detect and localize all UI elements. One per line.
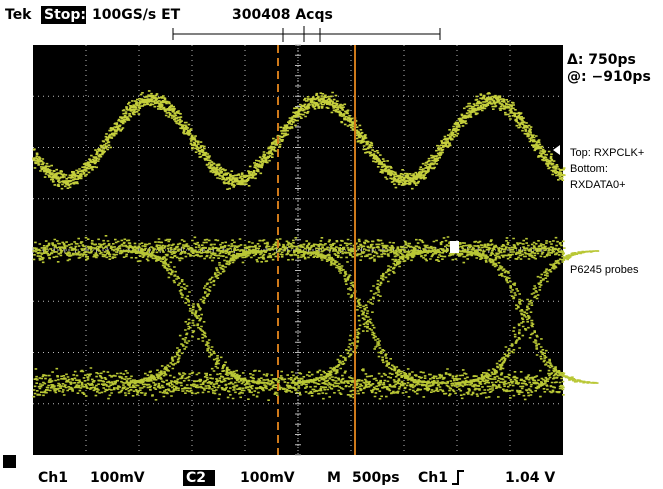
position-readout: @: −910ps: [567, 69, 651, 85]
state: Stop:: [44, 7, 86, 23]
timebase-label: M: [327, 470, 341, 486]
brand: Tek: [5, 7, 32, 23]
trigger-source: Ch1: [418, 470, 448, 486]
ch2-marker: [450, 241, 459, 253]
bottom-title: Bottom:: [570, 163, 608, 175]
sample-rate: 100GS/s ET: [92, 7, 181, 23]
probes-label: P6245 probes: [570, 264, 639, 276]
ch2-scale: 100mV: [240, 470, 295, 486]
ch1-label: Ch1: [38, 470, 68, 486]
top-label: Top: RXPCLK+: [570, 147, 644, 159]
delta-readout: Δ: 750ps: [567, 52, 636, 68]
ch2-label: C2: [186, 470, 206, 486]
acquisitions: 300408 Acqs: [232, 7, 333, 23]
bottom-label: RXDATA0+: [570, 179, 626, 191]
timebase: 500ps: [352, 470, 400, 486]
scope-screenshot: Tek Stop: 100GS/s ET 300408 Acqs Δ: 750p…: [0, 0, 663, 489]
help-icon: [3, 455, 16, 468]
ch1-scale: 100mV: [90, 470, 145, 486]
trigger-level: 1.04 V: [505, 470, 555, 486]
